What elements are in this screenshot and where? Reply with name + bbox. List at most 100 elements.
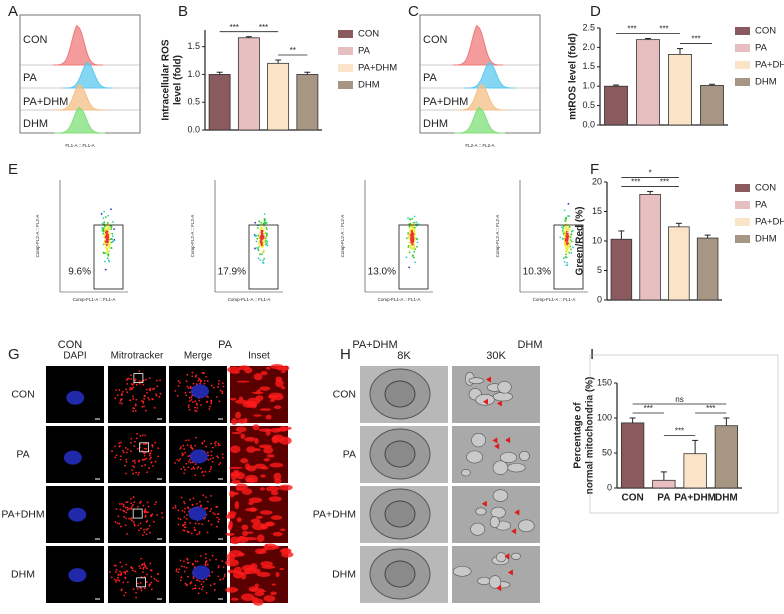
organelle [492, 391, 513, 402]
cytometry-event [566, 242, 569, 245]
mito-signal [120, 394, 123, 397]
mito-signal [177, 385, 180, 387]
x-axis-label: Comp-FL1-A :: FL1-A [73, 297, 116, 302]
cytometry-event [411, 247, 413, 250]
cytometry-event [259, 240, 262, 243]
legend-swatch [735, 78, 750, 86]
significance-label: *** [230, 23, 239, 32]
mito-signal [144, 443, 147, 445]
mito-signal [181, 454, 184, 457]
mito-signal [186, 514, 188, 516]
cytometry-event [563, 261, 566, 263]
cytometry-event [107, 243, 110, 246]
mito-signal [149, 389, 152, 391]
row-label: PA [343, 448, 356, 460]
mito-signal [246, 531, 254, 534]
mito-signal [215, 558, 218, 561]
legend-swatch [735, 27, 750, 35]
mito-signal [117, 576, 119, 579]
mito-signal [149, 458, 151, 460]
y-tick-label: 1.0 [187, 69, 200, 79]
mito-signal [231, 418, 238, 426]
mito-signal [205, 560, 207, 563]
mito-signal [204, 553, 207, 556]
y-tick-label: 1.5 [582, 61, 595, 71]
cytometry-event [569, 236, 572, 239]
mito-signal [145, 528, 148, 531]
mito-signal [201, 523, 204, 526]
mito-signal [150, 456, 152, 459]
mito-signal [263, 457, 270, 462]
mito-signal [157, 580, 160, 583]
bar [604, 85, 628, 126]
mito-signal [210, 402, 213, 405]
mito-signal [188, 458, 191, 461]
mito-signal [186, 557, 189, 560]
mito-signal [210, 495, 212, 497]
cytometry-event [102, 252, 105, 255]
histogram-peak [452, 24, 504, 66]
mito-signal [256, 571, 271, 577]
organelle [518, 519, 535, 533]
cytometry-event [567, 240, 570, 243]
mito-signal [180, 576, 183, 579]
mito-signal [179, 518, 182, 521]
organelle [495, 552, 507, 563]
mito-signal [133, 440, 136, 443]
mito-signal [256, 534, 265, 543]
cytometry-event [102, 217, 105, 220]
mito-signal [146, 471, 148, 474]
mito-signal [273, 405, 282, 410]
mito-signal [265, 428, 271, 436]
mito-signal [185, 518, 188, 520]
mito-signal [179, 579, 182, 582]
organelle [468, 377, 484, 384]
mito-signal [254, 437, 259, 445]
cytometry-event [416, 245, 418, 248]
mito-signal [122, 509, 125, 512]
cytometry-event [264, 219, 267, 221]
mito-signal [144, 565, 147, 568]
histogram-peak [62, 61, 114, 89]
cytometry-event [108, 260, 111, 263]
mito-signal [145, 511, 148, 514]
mito-signal [154, 460, 157, 463]
cytometry-event [108, 228, 111, 231]
cytometry-event [412, 254, 414, 257]
y-tick-label: 15 [592, 206, 602, 216]
mito-signal [270, 591, 277, 596]
mito-signal [140, 527, 142, 530]
mito-signal [194, 406, 196, 409]
mito-signal [137, 524, 140, 527]
cytometry-event [101, 222, 104, 225]
mito-signal [198, 399, 201, 402]
mito-signal [174, 504, 177, 507]
cytometry-event [108, 245, 111, 247]
mito-signal [196, 503, 198, 505]
mito-signal [129, 388, 131, 391]
mito-signal [140, 589, 143, 592]
mito-signal [260, 548, 268, 552]
cytometry-event [258, 220, 261, 223]
significance-label: *** [644, 404, 653, 413]
mito-signal [183, 560, 185, 563]
mito-signal [282, 365, 290, 371]
mito-signal [145, 520, 148, 523]
cytometry-event [257, 249, 260, 252]
gate [553, 224, 584, 290]
cytometry-event [412, 240, 415, 243]
mito-signal [191, 562, 194, 565]
mito-signal [145, 567, 148, 570]
mito-signal [223, 573, 226, 576]
nucleus [384, 440, 416, 468]
mito-signal [240, 573, 247, 580]
mito-signal [157, 447, 160, 450]
cytometry-event [569, 242, 571, 245]
mito-signal [254, 463, 267, 469]
mito-signal [110, 576, 113, 579]
mito-signal [218, 518, 220, 521]
mito-signal [252, 522, 265, 531]
mito-signal [208, 408, 211, 410]
mito-signal [147, 397, 150, 399]
row-label: DHM [23, 118, 48, 130]
